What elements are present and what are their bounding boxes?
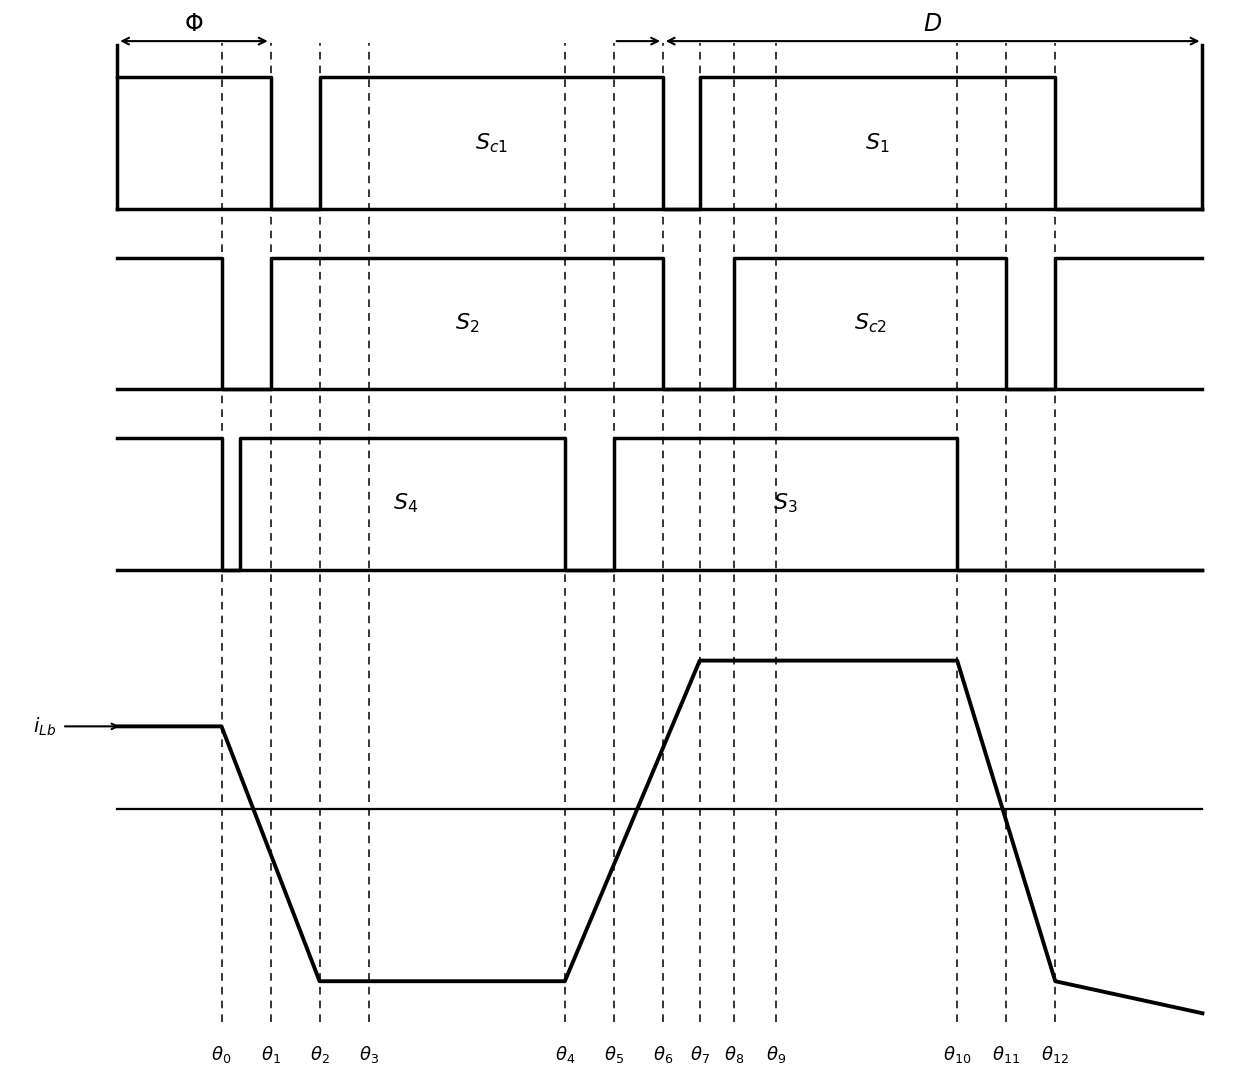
Text: $D$: $D$ <box>923 12 942 36</box>
Text: $\theta_4$: $\theta_4$ <box>554 1044 575 1065</box>
Text: $\Phi$: $\Phi$ <box>185 12 203 36</box>
Text: $i_{Lb}$: $i_{Lb}$ <box>33 715 56 738</box>
Text: $\theta_2$: $\theta_2$ <box>310 1044 330 1065</box>
Text: $\theta_5$: $\theta_5$ <box>604 1044 624 1065</box>
Text: $S_2$: $S_2$ <box>455 311 479 335</box>
Text: $\theta_8$: $\theta_8$ <box>724 1044 744 1065</box>
Text: $S_4$: $S_4$ <box>393 492 418 516</box>
Text: $S_1$: $S_1$ <box>866 132 890 156</box>
Text: $\theta_7$: $\theta_7$ <box>689 1044 709 1065</box>
Text: $\theta_{11}$: $\theta_{11}$ <box>992 1044 1021 1065</box>
Text: $S_{c1}$: $S_{c1}$ <box>475 132 508 156</box>
Text: $\theta_{10}$: $\theta_{10}$ <box>944 1044 971 1065</box>
Text: $S_{c2}$: $S_{c2}$ <box>853 311 887 335</box>
Text: $S_3$: $S_3$ <box>774 492 797 516</box>
Text: $\theta_6$: $\theta_6$ <box>652 1044 673 1065</box>
Text: $\theta_{12}$: $\theta_{12}$ <box>1042 1044 1069 1065</box>
Text: $\theta_1$: $\theta_1$ <box>260 1044 280 1065</box>
Text: $\theta_9$: $\theta_9$ <box>765 1044 786 1065</box>
Text: $\theta_3$: $\theta_3$ <box>358 1044 378 1065</box>
Text: $\theta_0$: $\theta_0$ <box>211 1044 232 1065</box>
